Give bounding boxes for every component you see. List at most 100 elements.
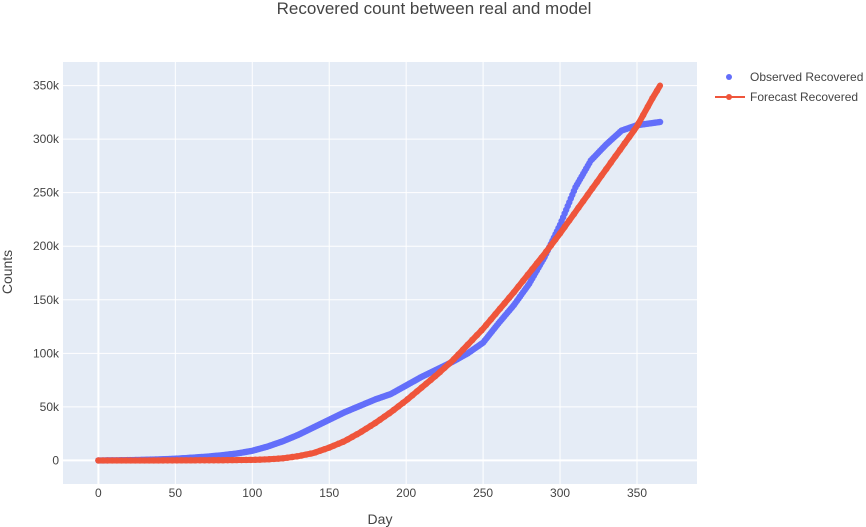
forecast-point (427, 376, 434, 384)
forecast-point (441, 364, 448, 371)
x-tick-labels: 0 50 100 150 200 250 300 350 (95, 486, 647, 500)
forecast-point (547, 242, 555, 249)
forecast-point (616, 146, 624, 154)
forecast-point (182, 457, 190, 464)
forecast-point (607, 159, 615, 166)
forecast-point (506, 294, 513, 301)
forecast-point (533, 260, 541, 267)
legend-forecast-label: Forecast Recovered (750, 90, 858, 104)
y-tick-label: 50k (40, 400, 60, 414)
legend-forecast-marker (726, 94, 732, 100)
forecast-point (529, 265, 536, 273)
forecast-point (113, 457, 121, 464)
forecast-point (196, 457, 204, 464)
forecast-point (399, 399, 407, 407)
y-tick-label: 300k (33, 132, 60, 146)
x-axis-title: Day (368, 511, 393, 527)
plot-area (63, 62, 697, 484)
y-axis-title: Counts (0, 250, 15, 294)
forecast-point (256, 456, 264, 463)
forecast-point (390, 406, 398, 414)
legend-item-forecast[interactable]: Forecast Recovered (715, 90, 858, 104)
forecast-point (598, 172, 605, 179)
forecast-point (173, 457, 181, 464)
forecast-point (487, 316, 494, 323)
forecast-point (372, 419, 379, 427)
forecast-point (579, 198, 587, 205)
forecast-point (515, 283, 522, 290)
x-tick-label: 100 (242, 486, 262, 500)
forecast-point (566, 217, 573, 224)
forecast-point (353, 431, 361, 438)
forecast-point (381, 413, 388, 420)
forecast-point (233, 456, 241, 464)
forecast-point (519, 277, 527, 284)
forecast-point (570, 210, 578, 218)
forecast-point (242, 456, 250, 464)
forecast-point (635, 120, 642, 127)
forecast-point (653, 87, 661, 94)
legend-observed-label: Observed Recovered (750, 70, 863, 84)
forecast-point (446, 360, 453, 367)
forecast-point (556, 230, 564, 237)
forecast-point (136, 457, 144, 464)
forecast-point (432, 372, 439, 380)
forecast-point (418, 384, 425, 391)
forecast-point (501, 300, 508, 307)
forecast-point (109, 457, 116, 464)
forecast-point (639, 111, 647, 119)
forecast-point (95, 457, 102, 464)
legend-item-observed[interactable]: Observed Recovered (726, 70, 863, 84)
forecast-point (630, 127, 638, 134)
forecast-point (413, 388, 421, 395)
legend[interactable]: Observed Recovered Forecast Recovered (715, 70, 863, 104)
forecast-point (270, 455, 278, 463)
x-tick-label: 300 (550, 486, 570, 500)
forecast-point (367, 422, 374, 430)
forecast-point (621, 140, 628, 147)
forecast-point (187, 457, 194, 464)
forecast-point (386, 410, 393, 417)
forecast-point (247, 456, 254, 464)
chart-title: Recovered count between real and model (277, 0, 592, 18)
y-tick-label: 0 (52, 453, 59, 467)
legend-observed-marker (726, 74, 732, 80)
forecast-point (626, 133, 633, 141)
forecast-point (99, 457, 107, 464)
forecast-point (252, 456, 259, 463)
forecast-point (395, 403, 402, 410)
x-tick-label: 250 (473, 486, 493, 500)
x-tick-label: 200 (396, 486, 416, 500)
forecast-point (464, 341, 471, 348)
forecast-point (593, 178, 601, 186)
forecast-point (469, 336, 476, 344)
y-tick-labels: 0 50k 100k 150k 200k 250k 300k 350k (33, 79, 60, 468)
forecast-point (159, 457, 167, 464)
y-tick-label: 200k (33, 239, 60, 253)
forecast-point (644, 103, 651, 110)
forecast-point (224, 456, 231, 464)
forecast-point (215, 457, 222, 464)
forecast-point (145, 457, 153, 464)
forecast-point (575, 204, 582, 211)
forecast-point (104, 457, 111, 464)
forecast-point (450, 356, 458, 363)
forecast-point (122, 457, 130, 464)
forecast-point (192, 457, 199, 464)
forecast-point (358, 428, 365, 435)
forecast-point (436, 368, 444, 376)
forecast-point (561, 223, 568, 231)
forecast-series (95, 82, 664, 464)
forecast-point (455, 351, 462, 358)
y-tick-label: 250k (33, 186, 60, 200)
forecast-point (603, 165, 610, 173)
y-tick-label: 150k (33, 293, 60, 307)
forecast-point (141, 457, 148, 464)
forecast-point (510, 289, 518, 296)
forecast-point (649, 95, 656, 102)
forecast-point (459, 346, 467, 353)
forecast-point (422, 380, 430, 387)
forecast-point (473, 331, 481, 339)
y-tick-label: 350k (33, 79, 60, 93)
